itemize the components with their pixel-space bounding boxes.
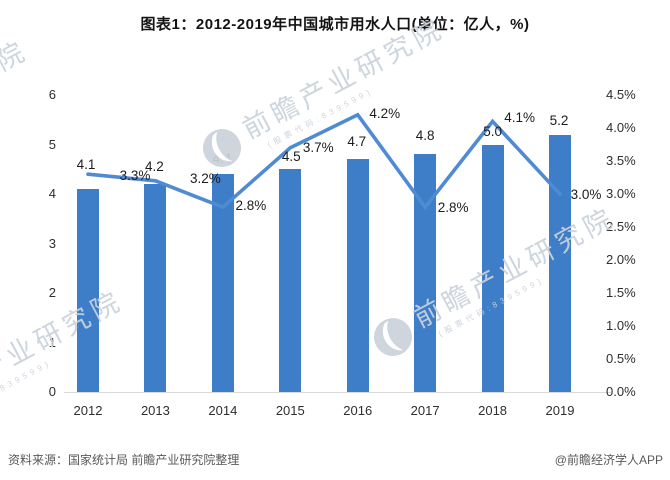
y-axis-left-tick: 3 — [48, 235, 56, 251]
x-axis-label: 2014 — [208, 403, 238, 418]
bar-2014 — [211, 174, 234, 392]
bar-2019 — [549, 134, 571, 392]
x-axis-label: 2012 — [73, 403, 103, 418]
bar-value-label: 4.2 — [145, 159, 164, 175]
y-axis-right-tick: 3.0% — [606, 186, 636, 201]
x-axis-label: 2015 — [275, 403, 305, 418]
line-path — [86, 112, 562, 211]
bar-value-label: 4.7 — [347, 134, 367, 150]
line-value-label: 3.2% — [190, 170, 221, 186]
bar-2017 — [414, 154, 437, 392]
y-axis-left-tick: 6 — [48, 87, 56, 102]
bar-2018 — [481, 144, 504, 392]
line-value-label: 3.7% — [302, 139, 334, 155]
bar-2012 — [77, 189, 99, 392]
source-note: 资料来源：国家统计局 前瞻产业研究院整理 — [8, 453, 240, 467]
y-axis-right-tick: 1.0% — [606, 318, 636, 333]
bar-value-label: 4.8 — [415, 128, 435, 144]
y-axis-right-tick: 4.0% — [606, 120, 636, 135]
y-axis-left-tick: 2 — [48, 285, 56, 300]
y-axis-right-tick: 3.5% — [606, 153, 636, 168]
x-axis-label: 2013 — [140, 403, 170, 418]
x-axis-label: 2017 — [410, 403, 440, 418]
bar-value-label: 4.1 — [76, 157, 96, 173]
chart-title: 图表1：2012-2019年中国城市用水人口(单位：亿人，%) — [140, 16, 530, 33]
bar-2015 — [279, 169, 302, 392]
x-axis-line — [64, 392, 611, 393]
bar-value-label: 5.2 — [549, 112, 569, 128]
bar-value-label: 4.5 — [281, 149, 301, 165]
y-axis-left-tick: 1 — [48, 334, 56, 350]
y-axis-right-tick: 0.0% — [606, 384, 636, 399]
y-axis-right-tick: 4.5% — [606, 87, 636, 102]
x-axis-label: 2018 — [478, 403, 508, 418]
y-axis-right-tick: 0.5% — [606, 351, 636, 366]
y-axis-left-tick: 4 — [48, 186, 56, 201]
line-value-label: 3.3% — [119, 168, 151, 184]
line-value-label: 3.0% — [570, 187, 602, 202]
line-value-label: 2.8% — [437, 200, 469, 216]
y-axis-right-tick: 1.5% — [606, 285, 636, 300]
y-axis-left-tick: 0 — [48, 384, 56, 399]
bar-value-label: 5.0 — [483, 123, 502, 139]
line-value-label: 2.8% — [235, 198, 267, 214]
y-axis-right-tick: 2.0% — [606, 252, 636, 267]
line-value-label: 4.1% — [504, 110, 535, 126]
x-axis-label: 2019 — [545, 403, 575, 418]
bar-2013 — [144, 184, 167, 392]
x-axis-label: 2016 — [343, 403, 373, 418]
line-value-label: 4.2% — [369, 105, 401, 121]
y-axis-left-tick: 5 — [48, 136, 56, 152]
app-credit: @前瞻经济学人APP — [554, 453, 663, 467]
bar-value-label: 4.4 — [212, 151, 232, 167]
bar-2016 — [346, 159, 369, 392]
y-axis-right-tick: 2.5% — [606, 219, 636, 234]
